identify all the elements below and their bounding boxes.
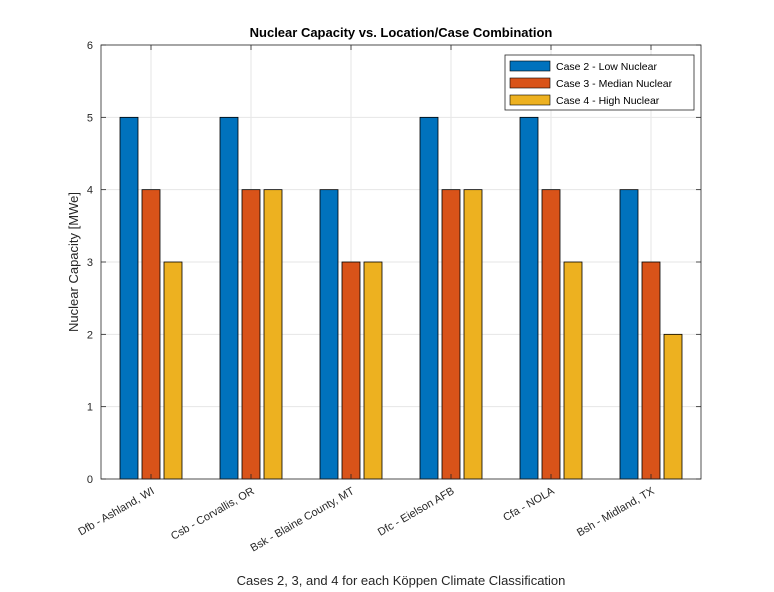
y-tick-label: 3	[87, 257, 93, 269]
y-tick-label: 6	[87, 40, 93, 52]
y-axis-ticks: 0 1 2 3 4 5 6	[87, 40, 701, 486]
bars	[119, 116, 683, 480]
y-tick-label: 0	[87, 474, 93, 486]
bar	[263, 189, 283, 480]
bar	[363, 261, 383, 480]
bar	[419, 116, 439, 480]
y-tick-label: 5	[87, 112, 93, 124]
bar	[663, 333, 683, 480]
bar	[641, 261, 661, 480]
legend: Case 2 - Low Nuclear Case 3 - Median Nucl…	[504, 54, 695, 111]
legend-swatch	[509, 77, 551, 89]
x-tick-label: Bsk - Blaine County, MT	[248, 485, 356, 554]
bar	[341, 261, 361, 480]
legend-swatch	[509, 94, 551, 106]
chart-title: Nuclear Capacity vs. Location/Case Combi…	[250, 25, 553, 40]
legend-entry: Case 4 - High Nuclear	[556, 95, 660, 107]
bar	[241, 189, 261, 480]
bar	[141, 189, 161, 480]
y-tick-label: 1	[87, 402, 93, 414]
y-axis-label: Nuclear Capacity [MWe]	[66, 192, 81, 332]
legend-entry: Case 3 - Median Nuclear	[556, 78, 673, 90]
x-tick-label: Csb - Corvallis, OR	[169, 485, 257, 542]
y-tick-label: 4	[87, 185, 93, 197]
bar	[563, 261, 583, 480]
bar	[119, 116, 139, 480]
y-tick-label: 2	[87, 329, 93, 341]
x-axis-label: Cases 2, 3, and 4 for each Köppen Climat…	[237, 573, 566, 588]
legend-entry: Case 2 - Low Nuclear	[556, 61, 657, 73]
bar	[163, 261, 183, 480]
bar	[441, 189, 461, 480]
bar	[619, 189, 639, 480]
x-tick-label: Dfb - Ashland, WI	[76, 485, 156, 538]
x-tick-label: Bsh - Midland, TX	[575, 485, 657, 539]
bar	[541, 189, 561, 480]
bar	[463, 189, 483, 480]
bar	[219, 116, 239, 480]
x-tick-label: Cfa - NOLA	[501, 485, 557, 524]
x-tick-label: Dfc - Eielson AFB	[376, 485, 457, 538]
bar	[519, 116, 539, 480]
bar	[319, 189, 339, 480]
legend-swatch	[509, 60, 551, 72]
